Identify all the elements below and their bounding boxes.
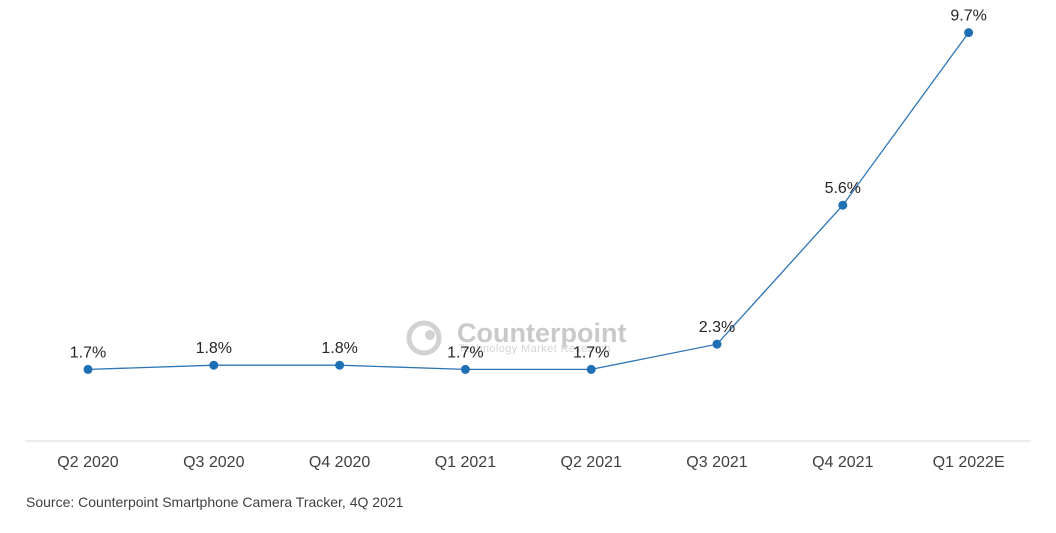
x-tick-label: Q4 2020: [309, 454, 370, 471]
data-point: [586, 364, 596, 374]
data-point: [712, 339, 722, 349]
x-tick-label: Q3 2020: [183, 454, 244, 471]
x-tick-label: Q1 2021: [435, 454, 496, 471]
source-note: Source: Counterpoint Smartphone Camera T…: [26, 494, 404, 510]
data-point-markers: [83, 28, 974, 374]
data-point: [209, 360, 219, 370]
watermark: Counterpoint Technology Market Research: [406, 318, 626, 356]
data-label: 9.7%: [950, 8, 986, 25]
data-point: [335, 360, 345, 370]
data-label: 2.3%: [699, 319, 735, 336]
data-labels: 1.7% 1.8% 1.8% 1.7% 1.7% 2.3% 5.6% 9.7%: [70, 8, 987, 362]
x-tick-label: Q3 2021: [686, 454, 747, 471]
data-point: [460, 364, 470, 374]
series-line: [87, 32, 970, 371]
x-tick-label: Q2 2021: [561, 454, 622, 471]
data-label: 1.7%: [70, 344, 106, 361]
counterpoint-logo-icon: [406, 320, 442, 356]
data-point: [964, 28, 974, 38]
data-label: 5.6%: [825, 180, 861, 197]
data-label: 1.8%: [321, 340, 357, 357]
data-point: [838, 200, 848, 210]
x-tick-label: Q1 2022E: [933, 454, 1005, 471]
watermark-tagline: Technology Market Research: [458, 343, 611, 355]
data-label: 1.7%: [447, 344, 483, 361]
data-label: 1.8%: [196, 340, 232, 357]
watermark-name: Counterpoint: [457, 318, 626, 348]
x-axis-tick-labels: Q2 2020 Q3 2020 Q4 2020 Q1 2021 Q2 2021 Q3 20…: [57, 454, 1004, 471]
x-tick-label: Q4 2021: [812, 454, 873, 471]
x-tick-label: Q2 2020: [57, 454, 118, 471]
data-label: 1.7%: [573, 344, 609, 361]
data-point: [83, 364, 93, 374]
